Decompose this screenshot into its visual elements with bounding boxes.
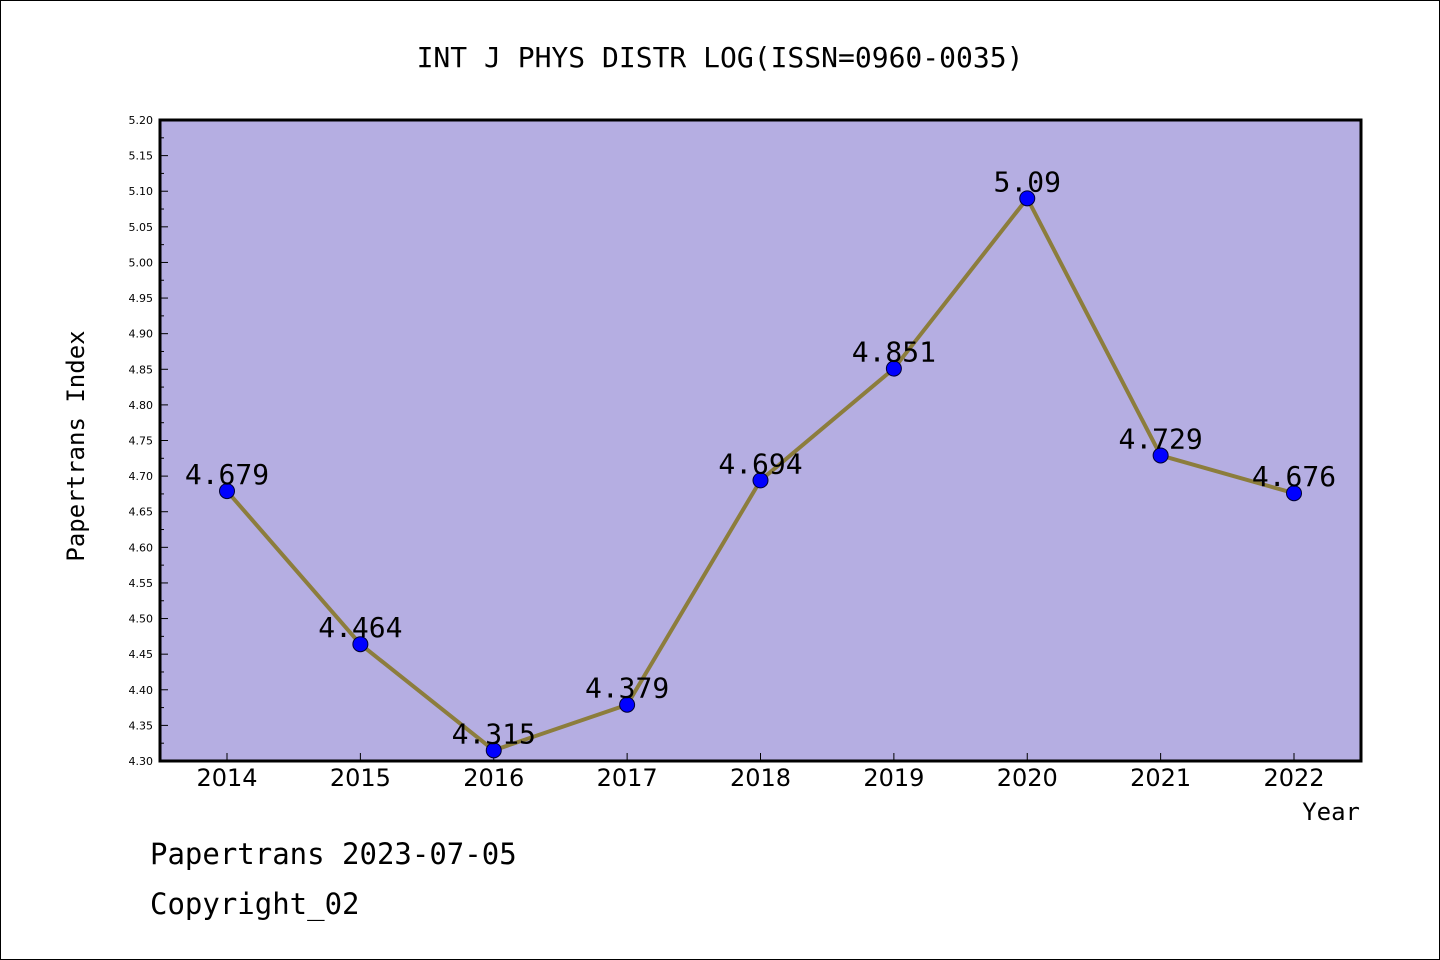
x-tick-label: 2015 [330, 764, 391, 792]
chart-title: INT J PHYS DISTR LOG(ISSN=0960-0035) [417, 41, 1024, 74]
y-tick-label: 5.05 [129, 221, 154, 234]
x-tick-label: 2016 [463, 764, 524, 792]
y-tick-label: 4.90 [129, 328, 154, 341]
y-tick-label: 4.60 [129, 541, 154, 554]
data-label: 4.851 [852, 336, 936, 369]
data-label: 4.379 [585, 672, 669, 705]
y-tick-label: 4.70 [129, 470, 154, 483]
data-labels: 4.679 4.464 4.315 4.379 4.694 4.851 5.09 4.729 4… [185, 165, 1336, 750]
y-tick-label: 4.55 [129, 577, 154, 590]
x-axis: 2014 2015 2016 2017 2018 2019 2020 2021 2022 [196, 753, 1325, 792]
y-tick-label: 5.10 [129, 185, 154, 198]
y-tick-label: 4.95 [129, 292, 154, 305]
data-point [352, 636, 369, 653]
data-point [1019, 190, 1036, 207]
data-point [485, 742, 502, 759]
y-tick-label: 5.00 [129, 256, 154, 269]
data-label: 5.09 [994, 165, 1061, 198]
data-label: 4.679 [185, 458, 269, 491]
data-label: 4.315 [452, 717, 536, 750]
y-tick-label: 4.80 [129, 399, 154, 412]
x-tick-label: 2021 [1130, 764, 1191, 792]
data-label: 4.729 [1118, 422, 1202, 455]
y-tick-label: 4.30 [129, 755, 154, 768]
x-tick-label: 2014 [196, 764, 257, 792]
data-label: 4.676 [1252, 460, 1336, 493]
y-tick-label: 4.75 [129, 435, 154, 448]
y-axis: 4.30 4.35 4.40 4.45 4.50 4.55 4.60 4.65 4.70 4.75… [129, 114, 168, 768]
y-tick-label: 4.40 [129, 684, 154, 697]
x-tick-label: 2017 [597, 764, 658, 792]
x-tick-label: 2020 [997, 764, 1058, 792]
data-point [885, 360, 902, 377]
x-axis-label: Year [1302, 798, 1360, 826]
y-tick-label: 4.45 [129, 648, 154, 661]
y-tick-label: 5.20 [129, 114, 154, 127]
y-tick-label: 5.15 [129, 150, 154, 163]
y-tick-label: 4.65 [129, 506, 154, 519]
y-axis-label: Papertrans Index [62, 330, 90, 561]
data-label: 4.694 [718, 447, 802, 480]
y-tick-label: 4.50 [129, 613, 154, 626]
y-tick-label: 4.85 [129, 363, 154, 376]
footer-copyright: Copyright_02 [150, 887, 360, 922]
data-point [219, 483, 235, 500]
x-tick-label: 2022 [1263, 764, 1324, 792]
data-points [219, 190, 1302, 759]
data-point [752, 472, 769, 489]
data-point [619, 696, 636, 713]
y-tick-label: 4.35 [129, 719, 154, 732]
data-point [1152, 447, 1169, 464]
plot-area [158, 118, 1363, 763]
x-tick-label: 2019 [863, 764, 924, 792]
x-tick-label: 2018 [730, 764, 791, 792]
footer-date: Papertrans 2023-07-05 [150, 837, 517, 871]
data-point [1286, 485, 1302, 502]
data-label: 4.464 [318, 611, 402, 644]
